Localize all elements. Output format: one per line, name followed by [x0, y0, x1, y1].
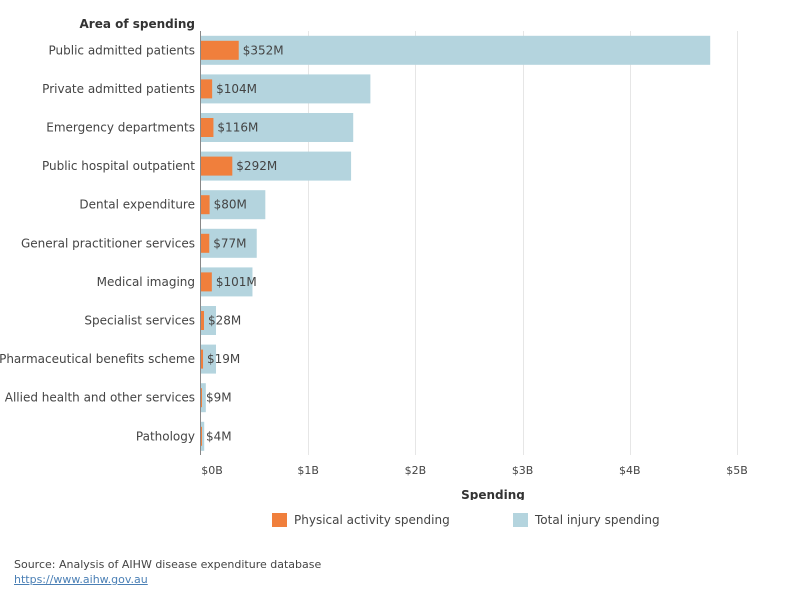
footer: Source: Analysis of AIHW disease expendi…: [14, 557, 321, 587]
category-axis-title: Area of spending: [79, 17, 195, 31]
bar-total-injury[interactable]: [201, 35, 711, 65]
bar-physical-activity[interactable]: [201, 79, 213, 99]
tick-labels: $0B $1B $2B $3B $4B $5B: [201, 464, 748, 477]
bar-physical-activity[interactable]: [201, 195, 210, 215]
category-label: Emergency departments: [46, 121, 195, 135]
bar-total-injury[interactable]: [201, 113, 354, 142]
bar-total-injury[interactable]: [201, 306, 217, 335]
value-label: $80M: [214, 198, 247, 212]
bar-physical-activity[interactable]: [201, 40, 239, 60]
category-labels: Public admitted patients Private admitted…: [0, 43, 195, 443]
x-tick-label: $5B: [726, 464, 748, 477]
value-label: $104M: [216, 82, 257, 96]
legend-swatch-total-injury: [513, 513, 528, 527]
category-label: Dental expenditure: [79, 198, 195, 212]
value-label: $19M: [207, 352, 240, 366]
category-label: Allied health and other services: [5, 391, 195, 405]
category-label: Medical imaging: [97, 275, 195, 289]
value-label: $28M: [208, 314, 241, 328]
x-tick-label: $4B: [619, 464, 641, 477]
bar-physical-activity[interactable]: [201, 118, 214, 137]
bar-chart: Area of spending Public admitted patient…: [0, 17, 748, 500]
value-label: $9M: [206, 391, 232, 405]
x-tick-label: $2B: [405, 464, 427, 477]
category-label: Public admitted patients: [48, 43, 195, 57]
x-tick-label: $0B: [201, 464, 223, 477]
bars: [201, 35, 711, 451]
value-axis-title: Spending: [461, 488, 525, 500]
bar-physical-activity[interactable]: [201, 156, 233, 176]
category-label: Pharmaceutical benefits scheme: [0, 352, 195, 366]
bar-total-injury[interactable]: [201, 383, 206, 413]
bar-physical-activity[interactable]: [201, 311, 205, 330]
legend-swatch-physical-activity: [272, 513, 287, 527]
legend-label-physical-activity: Physical activity spending: [294, 513, 450, 527]
category-label: Public hospital outpatient: [42, 159, 195, 173]
bar-physical-activity[interactable]: [201, 388, 202, 408]
value-label: $292M: [236, 159, 277, 173]
bar-physical-activity[interactable]: [201, 233, 210, 253]
x-tick-label: $3B: [512, 464, 534, 477]
value-label: $116M: [217, 121, 258, 135]
value-label: $4M: [206, 429, 232, 443]
value-label: $101M: [216, 275, 257, 289]
legend: Physical activity spending Total injury …: [272, 513, 660, 527]
legend-item-total-injury[interactable]: Total injury spending: [513, 513, 660, 527]
source-link[interactable]: https://www.aihw.gov.au: [14, 573, 148, 586]
category-label: Specialist services: [84, 314, 195, 328]
bar-physical-activity[interactable]: [201, 272, 212, 292]
bar-physical-activity[interactable]: [201, 349, 204, 369]
bar-physical-activity[interactable]: [201, 426, 202, 446]
x-tick-label: $1B: [297, 464, 319, 477]
value-labels: $352M $104M $116M $292M $80M $77M $101M $28M $19…: [206, 43, 284, 443]
category-label: General practitioner services: [21, 236, 195, 250]
legend-item-physical-activity[interactable]: Physical activity spending: [272, 513, 450, 527]
category-label: Pathology: [136, 429, 195, 443]
bar-total-injury[interactable]: [201, 344, 217, 374]
bar-total-injury[interactable]: [201, 228, 257, 258]
bar-total-injury[interactable]: [201, 421, 205, 451]
bar-total-injury[interactable]: [201, 190, 266, 220]
value-label: $77M: [213, 236, 246, 250]
legend-label-total-injury: Total injury spending: [535, 513, 660, 527]
value-label: $352M: [243, 43, 284, 57]
bar-total-injury[interactable]: [201, 74, 371, 104]
gridlines: [308, 31, 738, 455]
category-label: Private admitted patients: [42, 82, 195, 96]
source-text: Source: Analysis of AIHW disease expendi…: [14, 558, 322, 571]
